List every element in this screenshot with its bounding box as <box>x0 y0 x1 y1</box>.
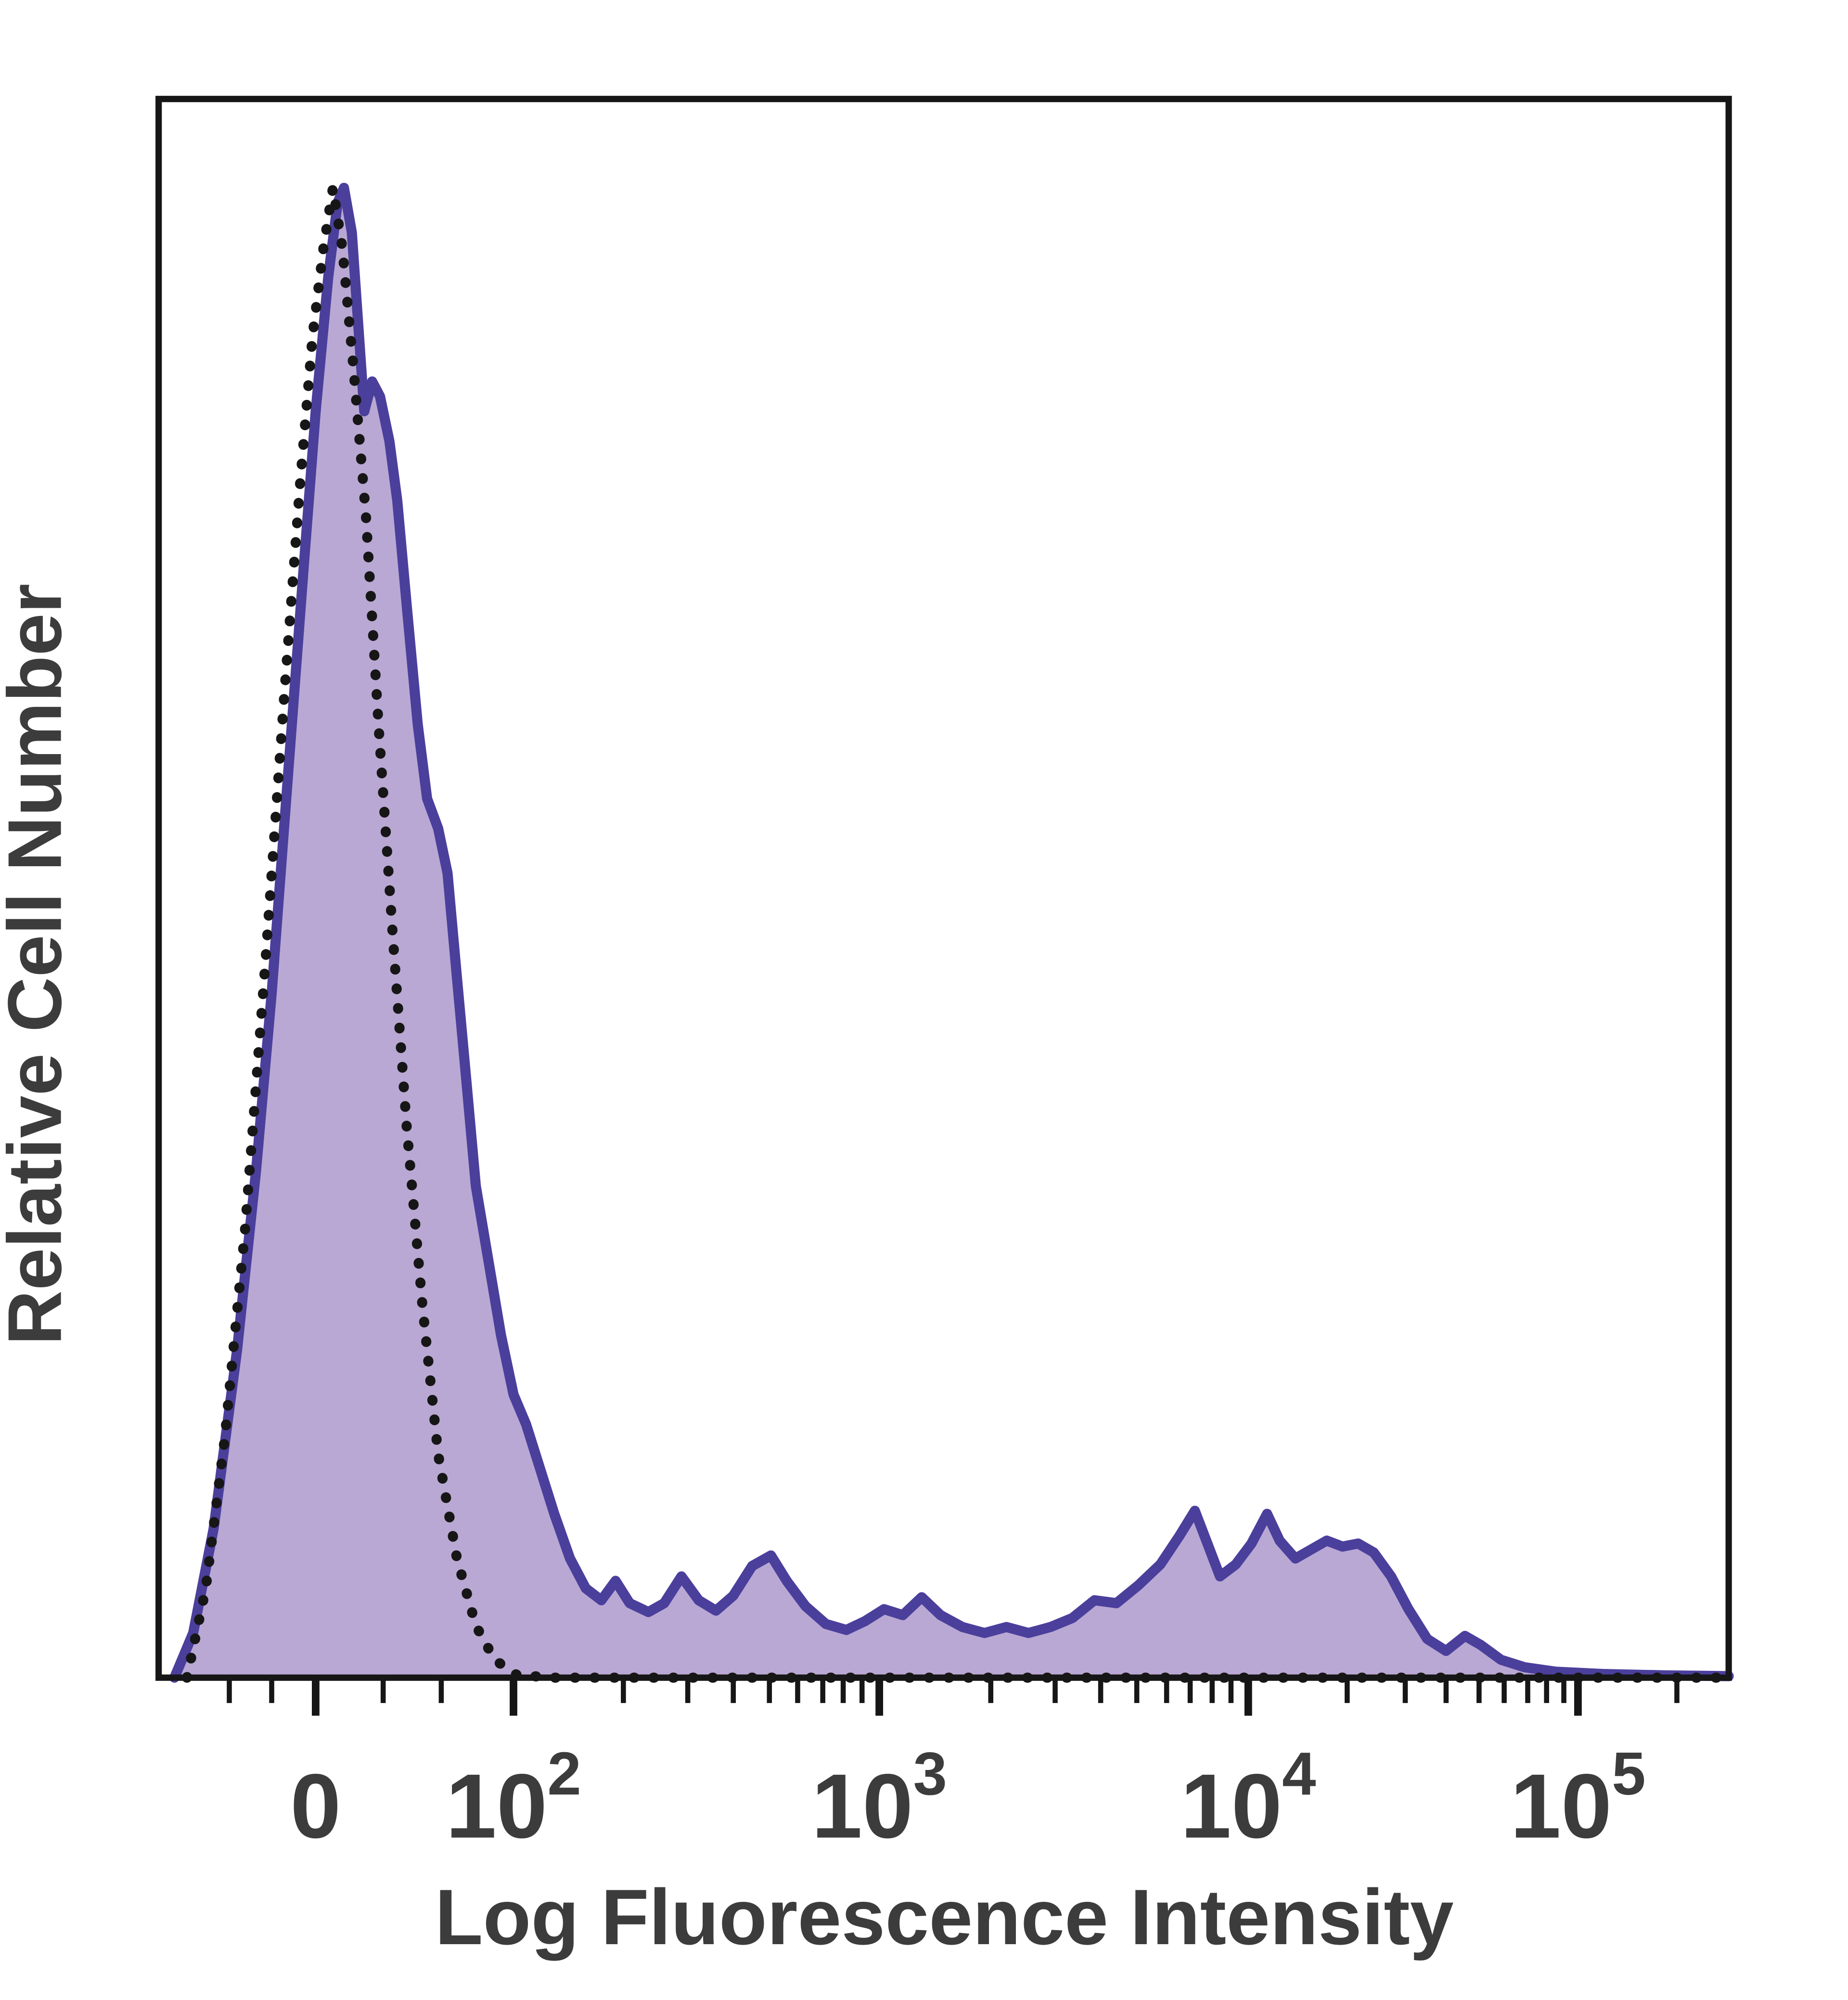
x-axis-ticks <box>227 1680 1680 1716</box>
stained-sample-fill <box>174 188 1729 1678</box>
y-axis-label: Relative Cell Number <box>0 584 77 1346</box>
unstained-control-dotted-line <box>181 182 1734 1683</box>
series-layer <box>169 182 1734 1683</box>
x-tick-label-102: 102 <box>446 1739 581 1858</box>
x-tick-label-105: 105 <box>1510 1739 1646 1858</box>
plot-area-border <box>155 96 1732 1681</box>
x-tick-label-0: 0 <box>290 1755 341 1857</box>
x-tick-label-104: 104 <box>1181 1739 1316 1858</box>
x-axis-tick-labels: 0 102 103 104 105 <box>290 1739 1646 1858</box>
x-axis-label: Log Fluorescence Intensity <box>435 1873 1454 1961</box>
stained-sample-line <box>169 182 1734 1683</box>
x-tick-label-103: 103 <box>811 1739 947 1858</box>
